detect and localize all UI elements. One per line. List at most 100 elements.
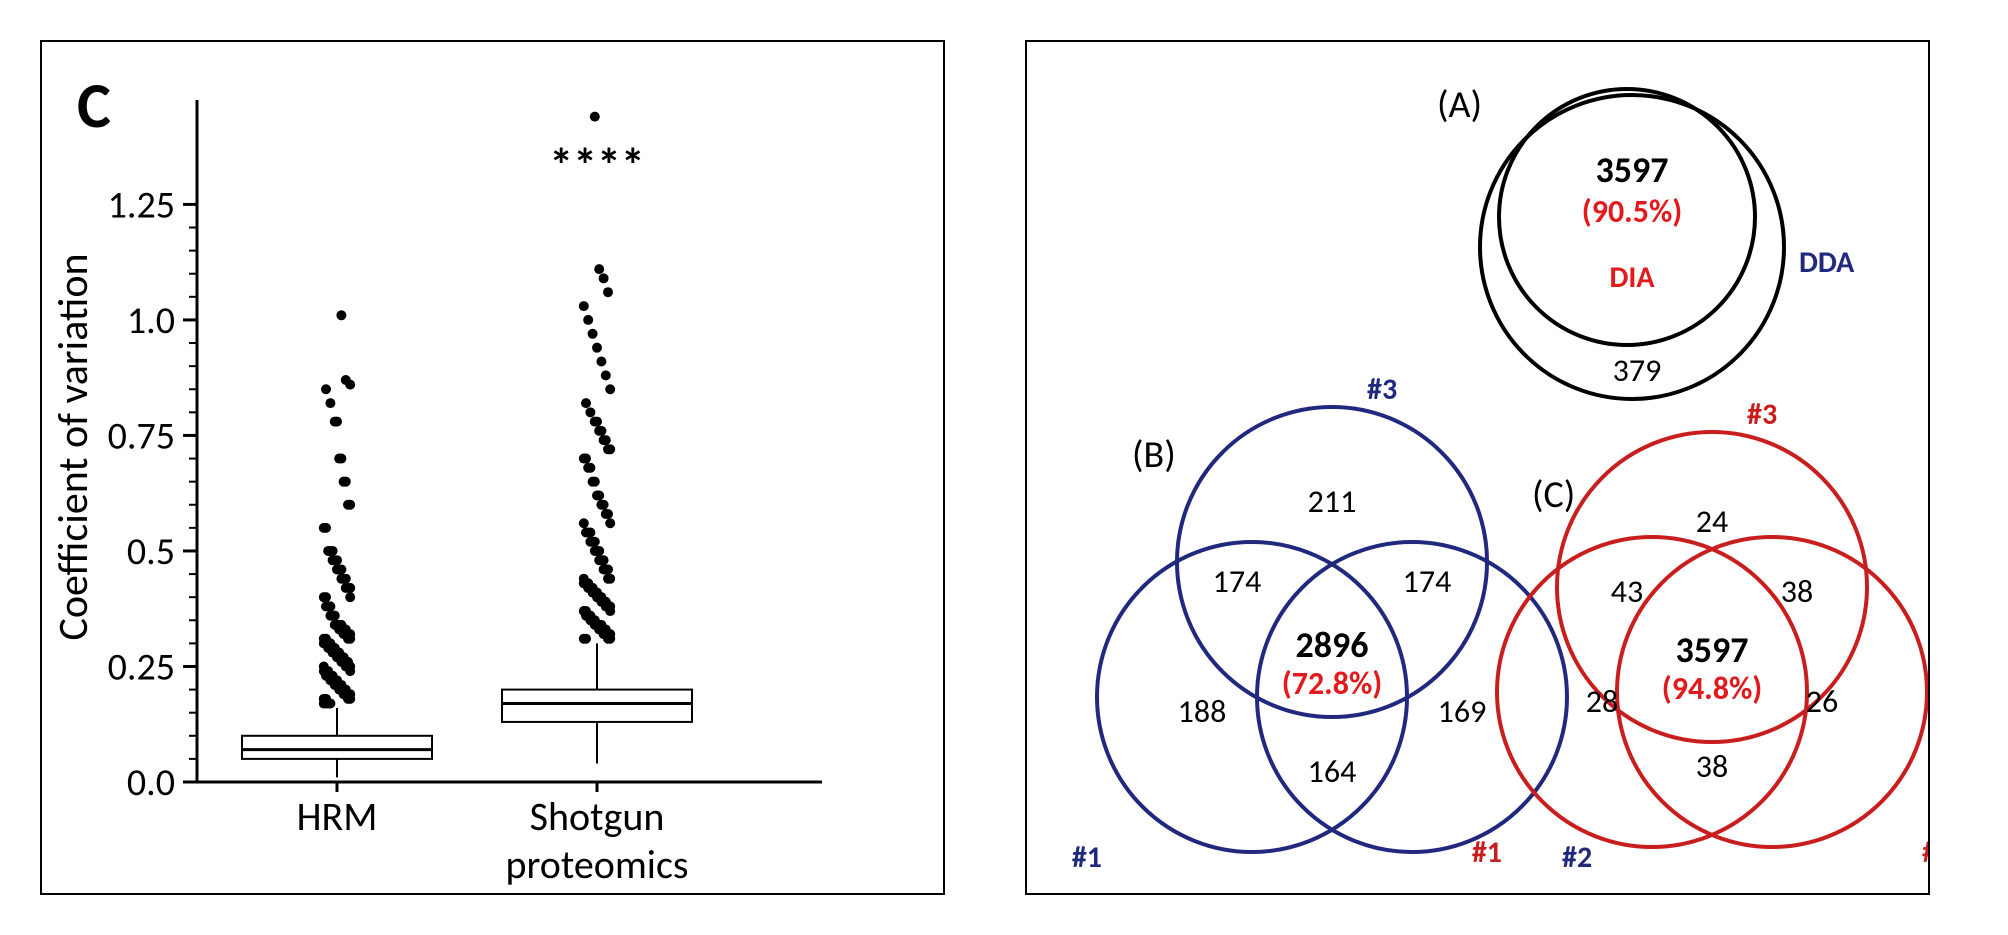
y-axis-label: Coefficient of variation	[48, 253, 99, 640]
venn-c-label-1: #1	[1472, 834, 1502, 871]
venn-a-center-percent: (90.5%)	[1582, 192, 1682, 231]
venn-b-ov13: 174	[1213, 562, 1262, 601]
outlier-dot	[321, 592, 331, 602]
ytick-label: 0.75	[108, 413, 175, 459]
venn-b-only3: 211	[1308, 482, 1357, 521]
outlier-dot	[603, 564, 613, 574]
venn-b-label-3: #3	[1367, 371, 1397, 408]
venn-c-only3: 24	[1696, 502, 1728, 541]
venn-c-ov23: 38	[1781, 572, 1813, 611]
outlier-dot	[581, 398, 591, 408]
outlier-dot	[325, 398, 335, 408]
outlier-dot	[585, 527, 595, 537]
outlier-dot	[596, 426, 606, 436]
outlier-dot	[588, 329, 598, 339]
ytick-label: 0.5	[127, 529, 175, 575]
outlier-dot	[581, 634, 591, 644]
venn-c-center-percent: (94.8%)	[1662, 669, 1762, 708]
outlier-dot	[590, 477, 600, 487]
venn-panel: (A)3597(90.5%)DIADDA379(B)2896(72.8%)188…	[1025, 40, 1930, 895]
venn-b-center-value: 2896	[1296, 623, 1369, 667]
outlier-dot	[341, 375, 351, 385]
outlier-dot	[603, 287, 613, 297]
outlier-dot	[601, 435, 611, 445]
venn-b-ov23: 174	[1403, 562, 1452, 601]
outlier-dot	[330, 611, 340, 621]
outlier-dot	[345, 500, 355, 510]
outlier-dot	[603, 509, 613, 519]
x-category-label: HRM	[297, 792, 378, 841]
box	[502, 690, 692, 722]
outlier-dot	[581, 606, 591, 616]
venn-b-ov12: 164	[1308, 752, 1357, 791]
outlier-dot	[594, 546, 604, 556]
outlier-dot	[345, 592, 355, 602]
outlier-dot	[579, 518, 589, 528]
outlier-dot	[581, 454, 591, 464]
outlier-dot	[579, 574, 589, 584]
ytick-label: 0.0	[127, 760, 175, 806]
outlier-dot	[592, 417, 602, 427]
venn-a-center-value: 3597	[1596, 148, 1669, 192]
outlier-dot	[594, 264, 604, 274]
venn-c-ov13: 43	[1611, 572, 1643, 611]
venn-b-center-percent: (72.8%)	[1282, 664, 1382, 703]
outlier-dot	[336, 310, 346, 320]
outlier-dot	[590, 112, 600, 122]
venn-b-label: (B)	[1132, 432, 1176, 478]
venn-c-only1: 28	[1586, 682, 1618, 721]
outlier-dot	[336, 564, 346, 574]
venn-b-label-1: #1	[1072, 839, 1102, 876]
outlier-dot	[336, 620, 346, 630]
outlier-dot	[332, 555, 342, 565]
panel-letter: C	[77, 67, 111, 145]
boxplot-panel: C **** 0.0 0.25 0.5 0.75 1.0 1.25Coefficient of…	[40, 40, 945, 895]
outlier-dot	[605, 384, 615, 394]
outlier-dot	[321, 384, 331, 394]
outlier-dot	[319, 661, 329, 671]
venn-c-ov12: 38	[1696, 747, 1728, 786]
outlier-dot	[594, 491, 604, 501]
venn-c-center-value: 3597	[1676, 628, 1749, 672]
venn-b-only1: 188	[1178, 692, 1227, 731]
outlier-dot	[599, 273, 609, 283]
venn-b-only2: 169	[1438, 692, 1487, 731]
outlier-dot	[599, 555, 609, 565]
ytick-label: 1.0	[127, 298, 175, 344]
outlier-dot	[321, 634, 331, 644]
venn-a-label: (A)	[1437, 82, 1482, 128]
outlier-dot	[325, 601, 335, 611]
outlier-dot	[321, 523, 331, 533]
x-category-label: Shotgunproteomics	[505, 792, 688, 889]
box	[242, 736, 432, 759]
outlier-dot	[599, 500, 609, 510]
outlier-dot	[341, 477, 351, 487]
ytick-label: 1.25	[108, 182, 175, 228]
venn-c-label-3: #3	[1747, 396, 1777, 433]
outlier-dot	[341, 574, 351, 584]
venn-b-label-2: #2	[1562, 839, 1592, 876]
venn-c-label: (C)	[1532, 472, 1575, 518]
venn-c-label-2: #2	[1922, 834, 1928, 871]
venn-c-only2: 26	[1806, 682, 1838, 721]
venn-a-dda-label: DDA	[1799, 244, 1855, 281]
outlier-dot	[328, 546, 338, 556]
outlier-dot	[585, 463, 595, 473]
outlier-dot	[605, 518, 615, 528]
outlier-dot	[590, 537, 600, 547]
venn-svg: (A)3597(90.5%)DIADDA379(B)2896(72.8%)188…	[1027, 42, 1928, 893]
outlier-dot	[601, 370, 611, 380]
ytick-label: 0.25	[108, 644, 175, 690]
venn-a-crescent-value: 379	[1613, 351, 1662, 390]
outlier-dot	[605, 574, 615, 584]
outlier-dot	[592, 343, 602, 353]
significance-marker: ****	[549, 135, 645, 194]
outlier-dot	[579, 301, 589, 311]
outlier-dot	[585, 407, 595, 417]
outlier-dot	[583, 315, 593, 325]
outlier-dot	[336, 454, 346, 464]
boxplot-svg: C **** 0.0 0.25 0.5 0.75 1.0 1.25Coefficient of…	[42, 42, 943, 893]
venn-a-dia-label: DIA	[1609, 259, 1655, 296]
outlier-dot	[596, 357, 606, 367]
outlier-dot	[605, 444, 615, 454]
